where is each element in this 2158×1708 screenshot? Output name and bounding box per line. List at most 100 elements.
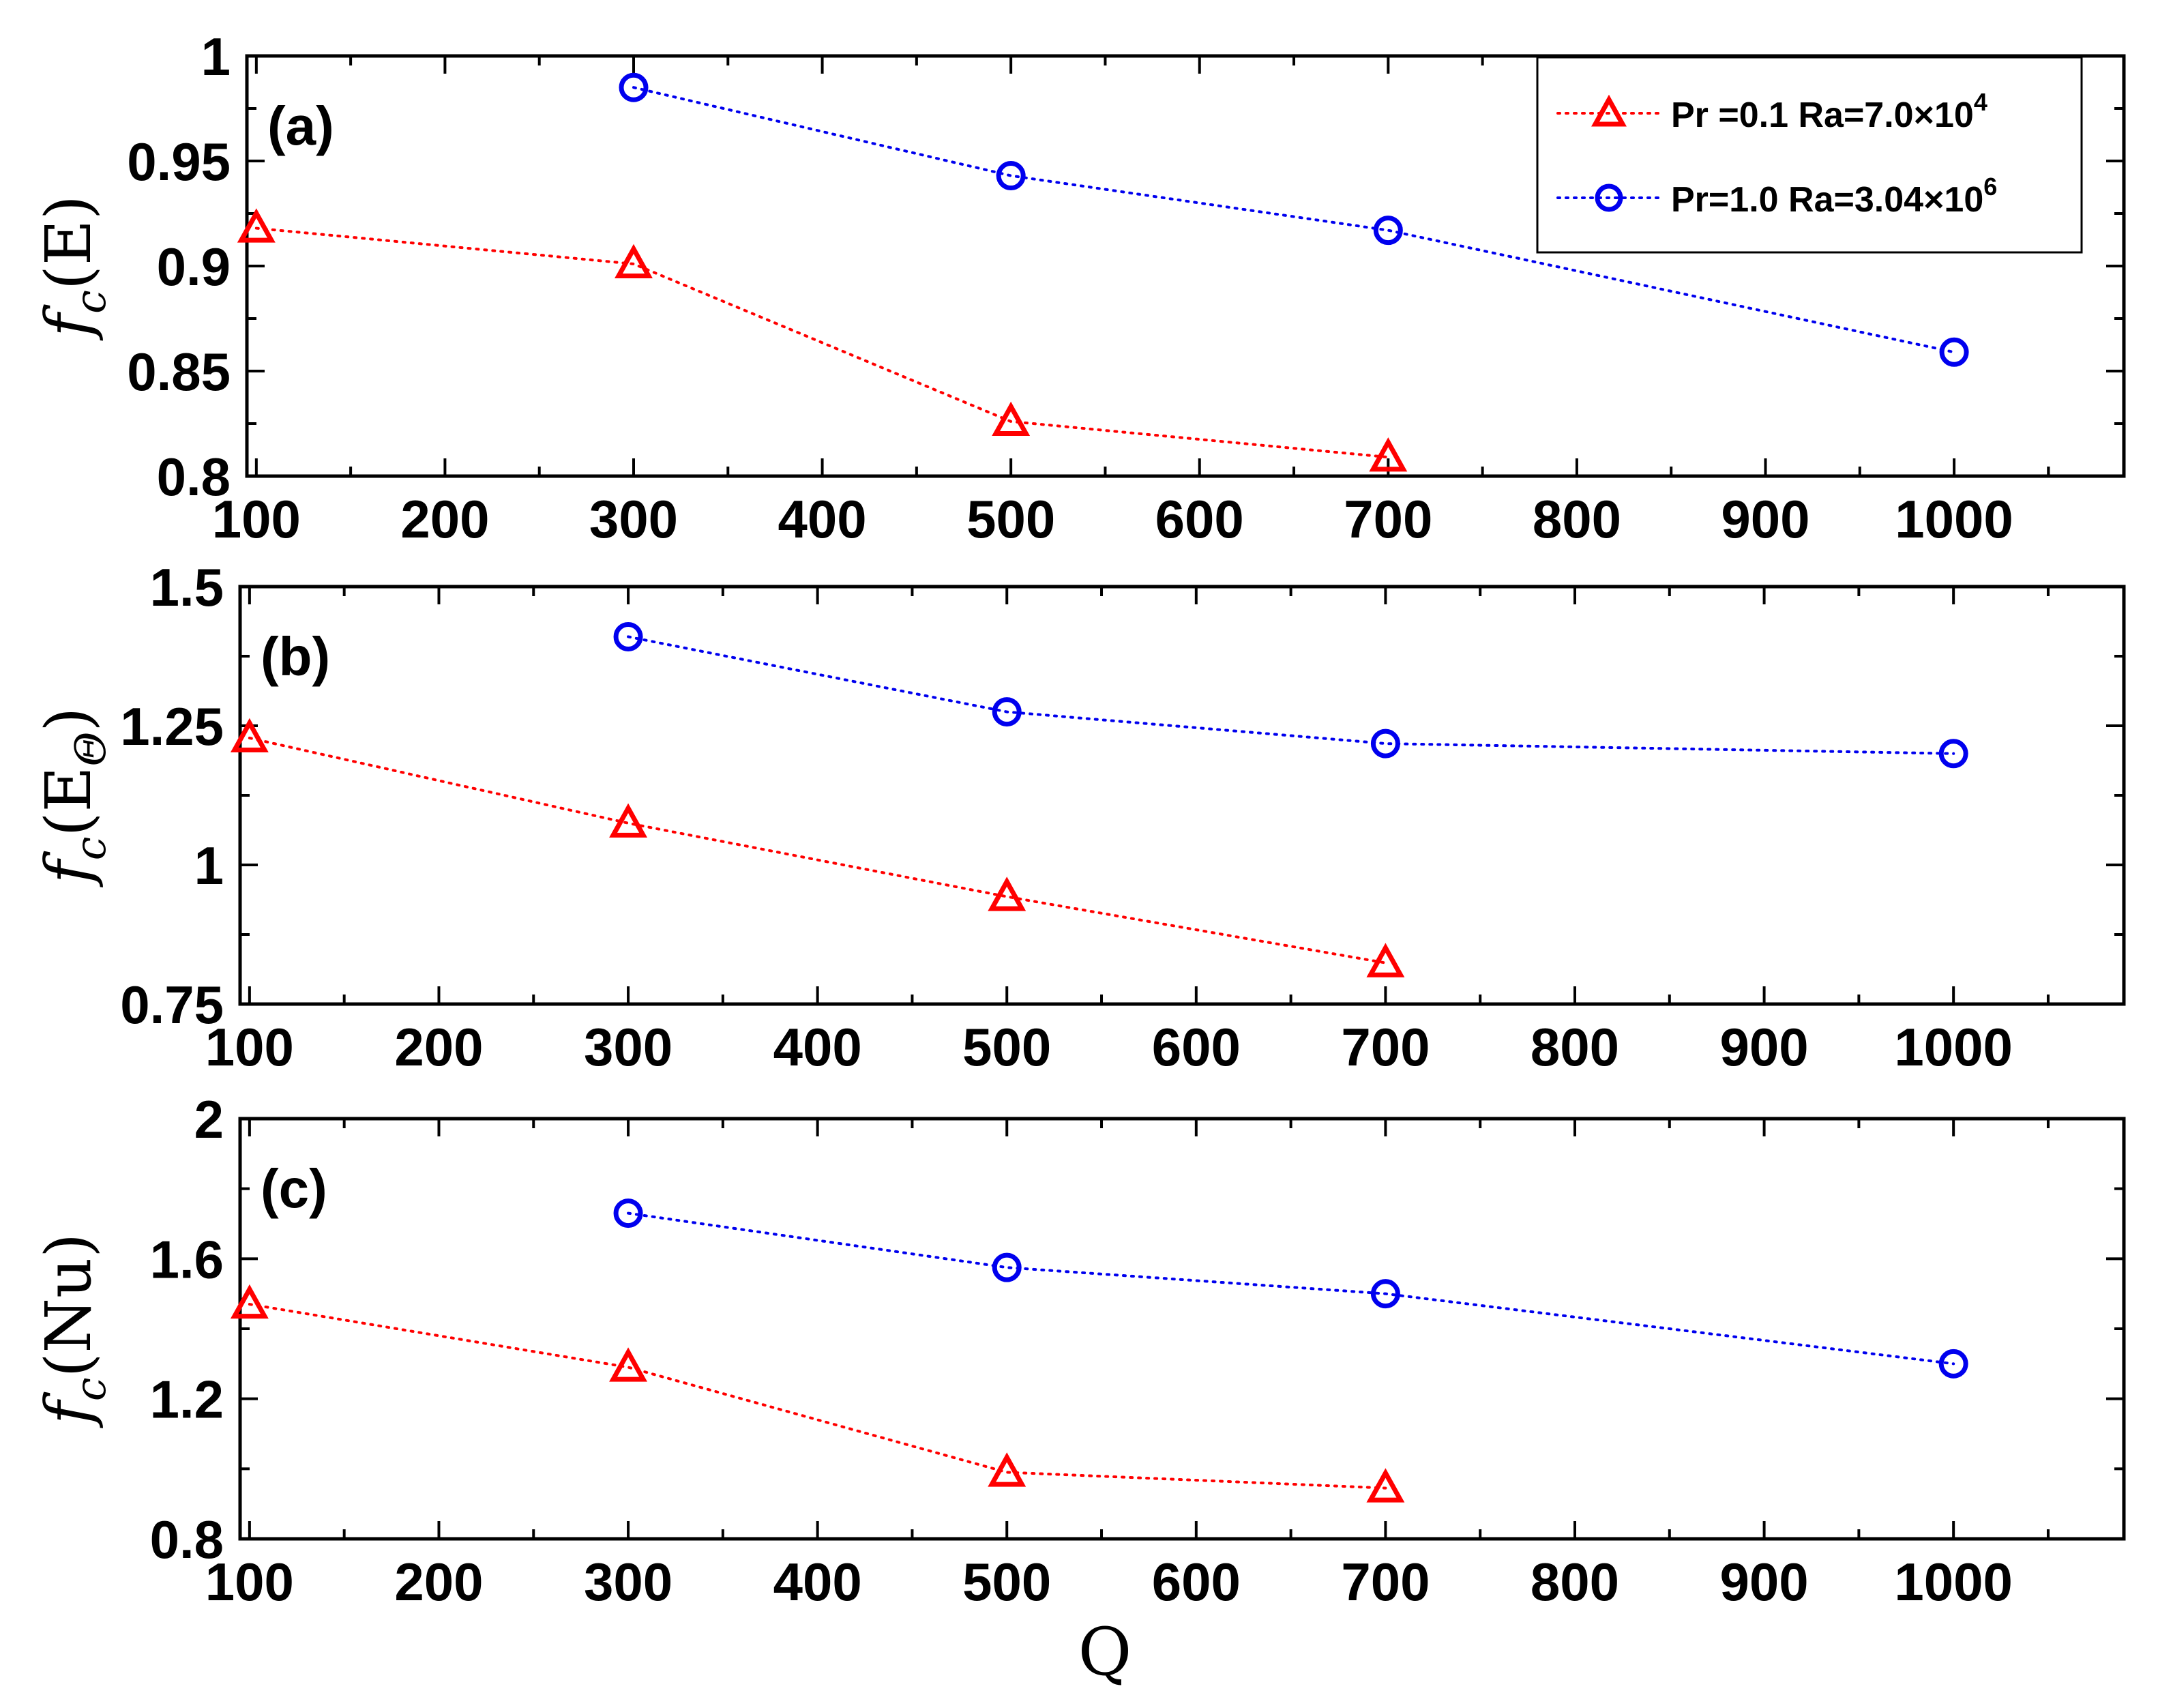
legend-circle-icon: [1595, 183, 1623, 212]
data-point-triangle: [609, 803, 648, 838]
y-tick-label: 0.8: [150, 1510, 224, 1570]
series-line: [627, 1211, 1955, 1366]
legend-label: Pr=1.0 Ra=3.04×106: [1671, 173, 1997, 220]
y-axis-label-arg-sub: Θ: [65, 732, 115, 767]
data-point-triangle: [615, 244, 653, 279]
x-tick-label: 700: [1341, 1552, 1430, 1612]
data-point-circle: [1939, 337, 1969, 367]
x-tick-label: 600: [1152, 1017, 1241, 1077]
x-tick-label: 500: [966, 489, 1055, 549]
y-axis-label-arg: (E: [32, 766, 105, 836]
y-tick-label: 1.25: [120, 696, 224, 756]
panel-b: 100 200 300 400 500 600 700 800 900 1000 0.75 1 1.25…: [32, 557, 2126, 1077]
legend: Pr =0.1 Ra=7.0×104 Pr=1.0 Ra=3.04×106: [1536, 56, 2083, 254]
data-point-triangle: [237, 208, 276, 243]
x-tick-label: 600: [1152, 1552, 1241, 1612]
x-tick-label: 700: [1344, 489, 1432, 549]
plot-frame: [238, 1117, 2126, 1541]
data-point-triangle: [988, 1452, 1026, 1487]
series-blue-circles: [613, 1198, 1968, 1379]
y-tick-label: 1.6: [150, 1229, 224, 1289]
legend-label-text: Pr=1.0 Ra=3.04×10: [1671, 180, 1983, 220]
panel-label: (c): [261, 1158, 327, 1219]
y-axis-label-sub: c: [65, 290, 115, 314]
y-tick-label: 0.8: [157, 447, 231, 507]
x-axis-label: Q: [1078, 1614, 1132, 1690]
data-point-triangle: [1369, 437, 1408, 472]
data-point-circle: [1938, 739, 1968, 769]
x-tick-label: 500: [962, 1017, 1051, 1077]
y-axis-label-arg: (Nu): [32, 1233, 105, 1378]
data-point-circle: [613, 1198, 643, 1228]
legend-label: Pr =0.1 Ra=7.0×104: [1671, 88, 1987, 135]
x-tick-label: 300: [584, 1017, 672, 1077]
x-tick-label: 300: [589, 489, 678, 549]
y-axis-label-sub: c: [65, 837, 115, 861]
data-point-circle: [1938, 1349, 1968, 1379]
data-point-circle: [1370, 728, 1400, 759]
x-tick-label: 700: [1341, 1017, 1430, 1077]
x-tick-label: 300: [584, 1552, 672, 1612]
x-tick-label: 500: [962, 1552, 1051, 1612]
y-tick-label: 0.75: [120, 975, 224, 1035]
y-tick-label: 0.85: [127, 342, 231, 402]
panel-a: 100 200 300 400 500 600 700 800 900 1000 0.8 0.85 0.…: [32, 27, 2126, 549]
x-tick-label: 800: [1533, 489, 1621, 549]
data-point-circle: [613, 621, 643, 651]
data-point-triangle: [1366, 943, 1405, 977]
legend-box: [1536, 56, 2083, 254]
y-tick-label: 2: [194, 1089, 224, 1149]
data-point-triangle: [230, 718, 269, 753]
series-blue-circles: [619, 72, 1969, 367]
data-point-circle: [992, 1252, 1022, 1282]
y-tick-label: 1.2: [150, 1370, 224, 1430]
panel-label: (b): [261, 626, 330, 687]
y-axis-label-sub: c: [65, 1377, 115, 1401]
x-tick-label: 1000: [1894, 1552, 2013, 1612]
series-blue-circles: [613, 621, 1968, 769]
series-red-triangles: [237, 208, 1408, 472]
plot-frame: [238, 585, 2126, 1006]
x-tick-label: 100: [205, 1017, 294, 1077]
x-tick-label: 1000: [1895, 489, 2013, 549]
panel-c: 100 200 300 400 500 600 700 800 900 1000 0.8 1.2 1.6…: [32, 1089, 2126, 1612]
y-axis-label-close: ): [32, 707, 105, 732]
x-tick-label: 400: [773, 1552, 862, 1612]
series-line: [248, 1303, 1387, 1490]
y-tick-label: 0.9: [157, 237, 231, 297]
legend-triangle-icon: [1591, 94, 1627, 127]
data-point-triangle: [1366, 1468, 1405, 1503]
x-tick-label: 900: [1720, 1552, 1809, 1612]
x-tick-label: 400: [778, 489, 867, 549]
y-tick-label: 0.95: [127, 132, 231, 192]
data-point-circle: [619, 72, 649, 102]
legend-label-exponent: 4: [1974, 88, 1987, 116]
y-axis-label-arg: (E): [32, 195, 105, 290]
x-tick-label: 200: [394, 1017, 483, 1077]
series-line: [632, 86, 1956, 354]
panel-label: (a): [267, 95, 334, 156]
legend-label-exponent: 6: [1983, 173, 1997, 201]
y-axis-label: fc(Nu): [32, 1233, 115, 1428]
data-point-circle: [1370, 1279, 1400, 1309]
data-point-circle: [1373, 216, 1403, 246]
x-tick-label: 200: [400, 489, 489, 549]
series-line: [248, 736, 1387, 965]
x-tick-label: 1000: [1894, 1017, 2013, 1077]
x-tick-label: 800: [1531, 1017, 1619, 1077]
y-axis-label: fc(E): [32, 195, 115, 341]
x-tick-label: 900: [1720, 1017, 1809, 1077]
x-tick-label: 900: [1721, 489, 1809, 549]
data-point-triangle: [609, 1347, 648, 1382]
data-point-triangle: [988, 877, 1026, 911]
x-tick-label: 600: [1155, 489, 1244, 549]
x-tick-label: 400: [773, 1017, 862, 1077]
series-line: [627, 635, 1955, 755]
x-tick-label: 800: [1531, 1552, 1619, 1612]
y-tick-label: 1: [194, 836, 224, 896]
x-tick-label: 100: [205, 1552, 294, 1612]
y-axis-label: fc(EΘ): [32, 707, 115, 888]
x-tick-label: 100: [212, 489, 301, 549]
series-line: [254, 226, 1390, 459]
